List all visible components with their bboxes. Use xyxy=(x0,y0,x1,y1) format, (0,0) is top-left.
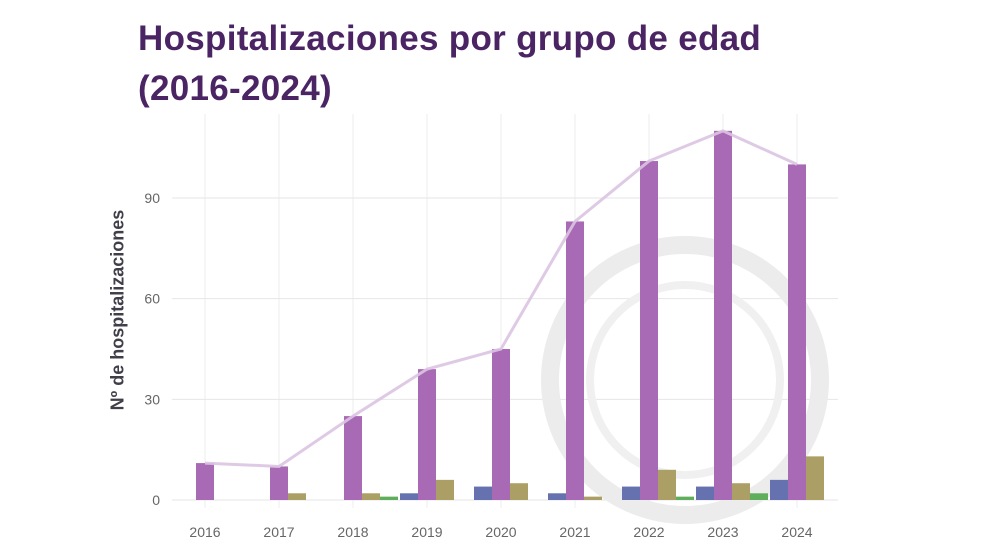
total-line xyxy=(204,129,798,468)
bar-2023-series-3 xyxy=(750,493,768,500)
bar-2024-series-1 xyxy=(788,164,806,500)
bar-2023-series-1 xyxy=(714,130,732,500)
x-tick-label: 2018 xyxy=(337,524,368,540)
bar-2020-series-2 xyxy=(510,483,528,500)
y-tick-label: 0 xyxy=(152,492,160,508)
x-tick-label: 2022 xyxy=(633,524,664,540)
bar-2022-series-2 xyxy=(658,469,676,500)
bar-2021-series-0 xyxy=(548,493,566,500)
watermark-seal xyxy=(541,236,829,524)
bar-2023-series-2 xyxy=(732,483,750,500)
bar-2016-series-1 xyxy=(196,463,214,500)
bar-2017-series-2 xyxy=(288,493,306,500)
watermark-seal-inner xyxy=(586,281,784,479)
chart-title: Hospitalizaciones por grupo de edad (201… xyxy=(138,19,762,108)
bar-2019-series-0 xyxy=(400,493,418,500)
bar-2019-series-2 xyxy=(436,479,454,500)
x-tick-label: 2021 xyxy=(559,524,590,540)
bar-2022-series-3 xyxy=(676,496,694,500)
bar-2024-series-2 xyxy=(806,456,824,500)
x-tick-label: 2023 xyxy=(707,524,738,540)
bar-2019-series-1 xyxy=(418,369,436,500)
bar-2018-series-1 xyxy=(344,416,362,500)
bar-2021-series-1 xyxy=(566,221,584,500)
y-tick-label: 90 xyxy=(144,190,160,206)
bar-2020-series-0 xyxy=(474,486,492,500)
x-tick-label: 2019 xyxy=(411,524,442,540)
bar-2021-series-2 xyxy=(584,496,602,500)
bar-2022-series-0 xyxy=(622,486,640,500)
x-tick-label: 2020 xyxy=(485,524,516,540)
bar-2017-series-1 xyxy=(270,466,288,500)
bar-2020-series-1 xyxy=(492,348,510,500)
bar-2023-series-0 xyxy=(696,486,714,500)
bar-2018-series-2 xyxy=(362,493,380,500)
x-tick-label: 2017 xyxy=(263,524,294,540)
bar-2018-series-3 xyxy=(380,496,398,500)
x-tick-label: 2024 xyxy=(781,524,812,540)
y-tick-label: 60 xyxy=(144,291,160,307)
x-tick-label: 2016 xyxy=(189,524,220,540)
y-tick-label: 30 xyxy=(144,391,160,407)
bar-2022-series-1 xyxy=(640,161,658,500)
bar-2024-series-0 xyxy=(770,479,788,500)
